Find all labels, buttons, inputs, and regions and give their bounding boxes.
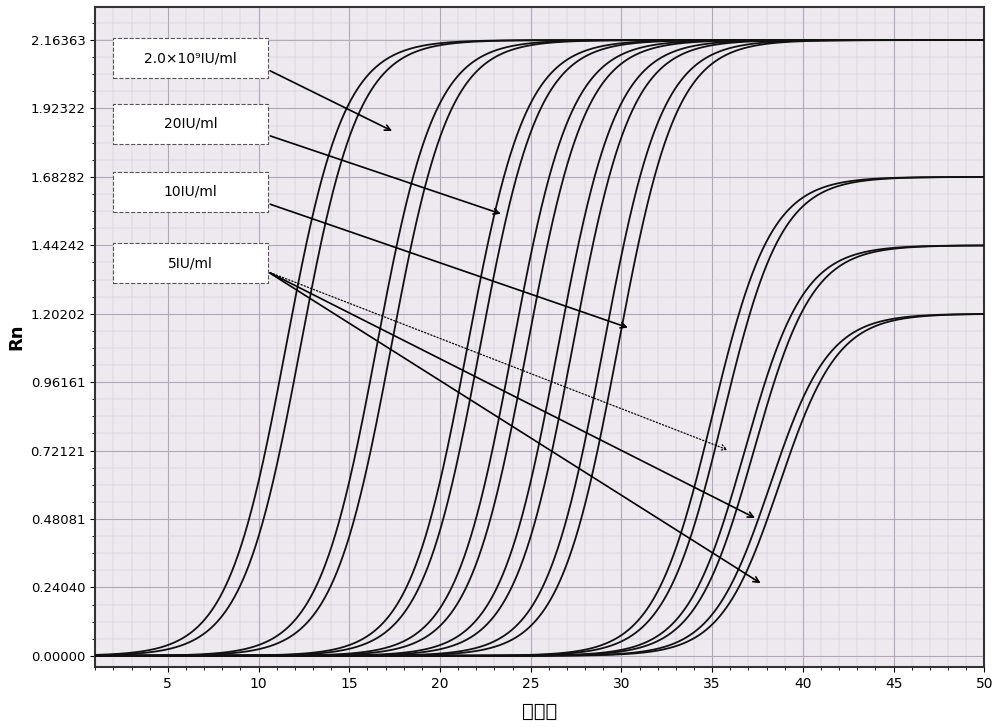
Text: 10IU/ml: 10IU/ml — [164, 185, 217, 199]
FancyBboxPatch shape — [113, 172, 268, 212]
Text: 2.0×10⁹IU/ml: 2.0×10⁹IU/ml — [144, 51, 237, 66]
Y-axis label: Rn: Rn — [7, 324, 25, 350]
Text: 20IU/ml: 20IU/ml — [164, 116, 217, 130]
X-axis label: 循环数: 循环数 — [522, 702, 557, 721]
FancyBboxPatch shape — [113, 39, 268, 78]
Text: 5IU/ml: 5IU/ml — [168, 256, 213, 270]
FancyBboxPatch shape — [113, 103, 268, 143]
FancyBboxPatch shape — [113, 243, 268, 283]
